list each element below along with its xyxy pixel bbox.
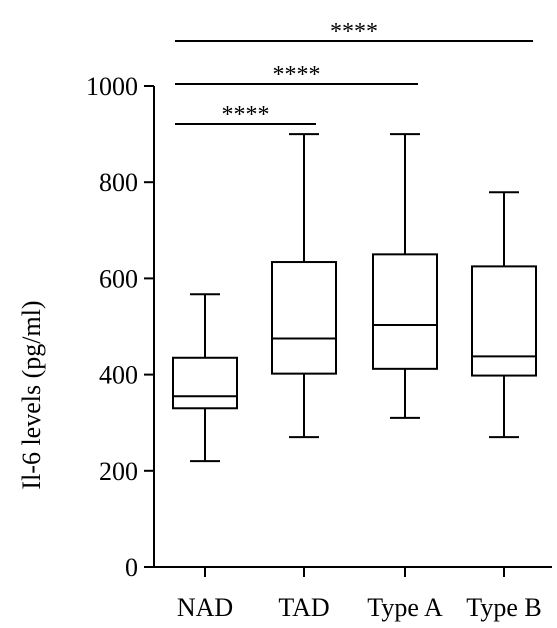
x-tick-label: NAD [177, 593, 233, 622]
iqr-box [372, 253, 438, 370]
iqr-box [471, 265, 537, 377]
box-tad [271, 133, 337, 439]
significance-group: ************ [175, 19, 533, 128]
boxes-group [172, 133, 537, 463]
significance-label: **** [222, 102, 270, 128]
y-tick-label: 400 [99, 361, 138, 390]
y-tick-label: 800 [99, 168, 138, 197]
x-tick-label: Type A [367, 593, 443, 622]
y-tick-label: 0 [125, 553, 138, 582]
box-type-b [471, 191, 537, 439]
x-tick-label: TAD [278, 593, 329, 622]
y-tick-label: 600 [99, 264, 138, 293]
box-type-a [372, 133, 438, 419]
y-tick-label: 200 [99, 457, 138, 486]
iqr-box [271, 261, 337, 375]
significance-label: **** [273, 62, 321, 88]
iqr-box [172, 356, 238, 410]
box-nad [172, 293, 238, 463]
significance-label: **** [330, 19, 378, 45]
axes-group: 0 200 400 600 800 1000 NAD TAD Type A Type B [86, 72, 552, 622]
y-tick-label: 1000 [86, 72, 138, 101]
x-tick-label: Type B [466, 593, 541, 622]
y-axis-label: Il-6 levels (pg/ml) [17, 300, 46, 489]
